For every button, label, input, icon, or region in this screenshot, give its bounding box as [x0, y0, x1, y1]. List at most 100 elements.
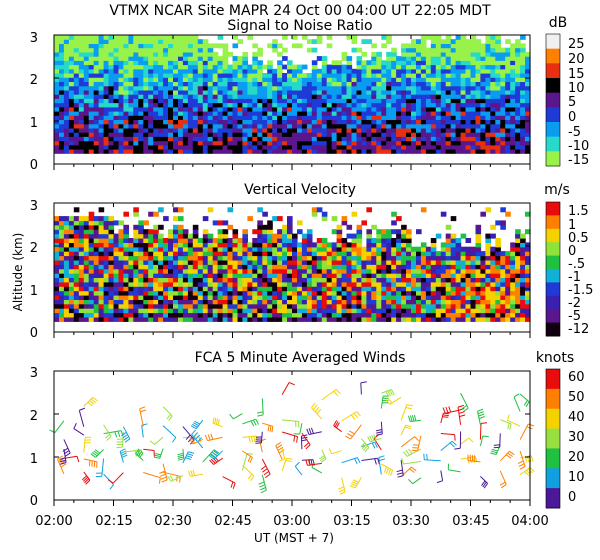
vv-cell	[435, 277, 442, 283]
snr-cell	[93, 35, 100, 40]
snr-cell	[515, 51, 521, 57]
vv-cell	[54, 251, 60, 257]
snr-cell	[227, 119, 234, 125]
snr-cell	[118, 94, 125, 99]
snr-cell	[425, 77, 432, 82]
vv-cell	[525, 273, 531, 278]
snr-cell	[83, 89, 90, 95]
wind-barb-flag	[364, 447, 370, 453]
snr-cell	[316, 56, 323, 61]
snr-cell	[411, 43, 417, 49]
vv-cell	[113, 281, 120, 287]
snr-cell	[182, 127, 189, 133]
vv-cell	[336, 259, 343, 265]
vv-cell	[450, 268, 457, 274]
snr-cell	[366, 115, 372, 120]
wind-barb-flag	[316, 408, 322, 415]
vv-cell	[182, 268, 189, 274]
vv-cell	[83, 255, 90, 261]
wind-barb-flag	[305, 444, 311, 450]
vv-cell	[148, 286, 154, 292]
snr-cell	[460, 115, 467, 120]
vv-cell	[68, 216, 75, 222]
snr-cell	[306, 127, 313, 133]
snr-cell	[316, 119, 323, 125]
snr-cell	[435, 68, 442, 74]
snr-cell	[83, 81, 90, 87]
wind-barb-staff	[281, 431, 298, 438]
snr-cell	[520, 77, 526, 82]
vv-cell	[128, 308, 134, 314]
snr-cell	[232, 102, 239, 108]
snr-cell	[192, 73, 199, 78]
vv-cell	[158, 233, 164, 239]
snr-cell	[321, 123, 328, 129]
snr-cell	[63, 35, 70, 40]
snr-cell	[485, 89, 491, 95]
snr-cell	[430, 64, 437, 70]
snr-cell	[237, 132, 244, 137]
snr-cell	[158, 64, 164, 70]
snr-cell	[163, 102, 169, 108]
snr-cell	[510, 119, 516, 125]
snr-cell	[222, 77, 229, 82]
snr-cell	[187, 56, 194, 61]
snr-cell	[192, 149, 199, 154]
snr-cell	[440, 140, 447, 146]
vv-cell	[425, 312, 432, 318]
vv-cell	[525, 268, 531, 274]
snr-cell	[207, 132, 214, 137]
snr-cell	[435, 77, 442, 82]
vv-cell	[262, 303, 268, 309]
vv-cell	[470, 295, 477, 300]
snr-cell	[78, 123, 85, 129]
snr-cell	[173, 56, 179, 61]
wind-barb-flag	[177, 458, 184, 461]
vv-cell	[376, 273, 382, 278]
snr-cell	[505, 56, 511, 61]
vv-cell	[381, 312, 387, 318]
snr-cell	[202, 77, 209, 82]
vv-cell	[406, 286, 412, 292]
snr-cell	[83, 68, 90, 74]
vv-cell	[247, 316, 253, 322]
snr-cell	[356, 106, 363, 112]
snr-cell	[445, 149, 452, 154]
snr-cell	[386, 127, 392, 133]
vv-cell	[416, 268, 422, 274]
snr-cell	[430, 102, 437, 108]
snr-cell	[460, 132, 467, 137]
snr-cell	[133, 43, 139, 49]
vv-cell	[247, 251, 253, 257]
snr-cell	[103, 73, 110, 78]
vv-cell	[465, 273, 472, 278]
snr-cell	[490, 77, 496, 82]
vv-cell	[292, 233, 298, 239]
snr-cell	[212, 111, 219, 116]
snr-cell	[411, 149, 417, 154]
vv-cell	[252, 286, 258, 292]
snr-cell	[287, 81, 293, 87]
snr-cell	[435, 89, 442, 95]
vv-cell	[88, 273, 95, 278]
snr-colorbar	[545, 33, 561, 167]
vv-cell	[242, 268, 248, 274]
snr-cell	[197, 89, 204, 95]
snr-cell	[406, 77, 412, 82]
snr-cell	[292, 89, 298, 95]
snr-cell	[326, 68, 333, 74]
snr-cell	[465, 136, 472, 142]
vv-cell	[525, 295, 531, 300]
vv-cell	[88, 268, 95, 274]
snr-cell	[128, 77, 134, 82]
snr-cell	[341, 136, 348, 142]
wind-barb-flag	[348, 430, 355, 435]
snr-cell	[391, 85, 397, 91]
vv-cell	[217, 299, 224, 305]
snr-cell	[113, 43, 120, 49]
snr-cell	[133, 47, 139, 53]
snr-cell	[232, 56, 239, 61]
snr-cell	[292, 149, 298, 154]
vv-cell	[485, 286, 491, 292]
snr-cell	[391, 81, 397, 87]
